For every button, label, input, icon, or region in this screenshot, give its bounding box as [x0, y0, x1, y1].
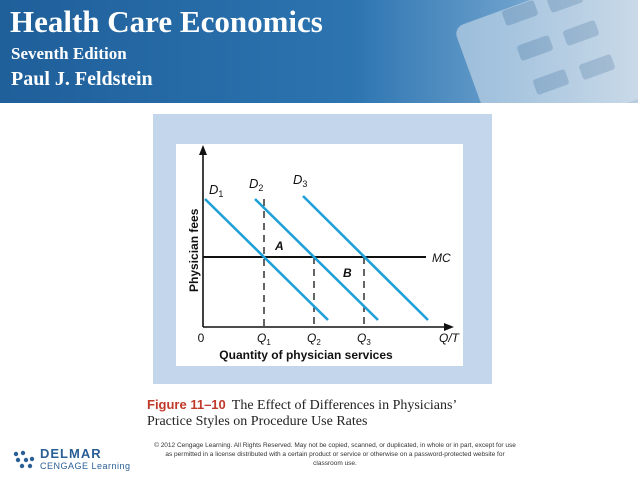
- q1-letter: Q: [257, 331, 266, 345]
- copyright-notice: © 2012 Cengage Learning. All Rights Rese…: [154, 442, 516, 467]
- publisher-name: DELMAR: [40, 446, 102, 461]
- publisher-subname: CENGAGE Learning: [40, 461, 131, 471]
- x-axis-arrow: [444, 323, 454, 331]
- d2-label: D2: [249, 176, 263, 193]
- q3-letter: Q: [357, 331, 366, 345]
- q3-subscript: 3: [366, 338, 371, 347]
- q1-label: Q1: [257, 331, 271, 347]
- figure-panel: Physician fees Quantity of physician ser…: [153, 114, 492, 384]
- publisher-logo-mark: [13, 450, 35, 469]
- x-axis-label: Quantity of physician services: [219, 348, 393, 362]
- q-per-t-label: Q/T: [439, 331, 461, 345]
- q2-label: Q2: [307, 331, 321, 347]
- q3-label: Q3: [357, 331, 371, 347]
- d2-letter: D: [249, 176, 258, 191]
- plot-area: [176, 144, 463, 366]
- area-label-a: A: [274, 239, 284, 253]
- y-axis-label: Physician fees: [187, 208, 201, 292]
- book-edition: Seventh Edition: [11, 44, 127, 63]
- q2-letter: Q: [307, 331, 316, 345]
- book-author: Paul J. Feldstein: [11, 68, 153, 90]
- demand-curve-d2: [254, 198, 379, 321]
- d3-letter: D: [293, 172, 302, 187]
- calculator-background-graphic: [456, 0, 638, 103]
- d3-label: D3: [293, 172, 307, 189]
- d2-subscript: 2: [258, 183, 263, 193]
- d3-subscript: 3: [302, 179, 307, 189]
- figure-caption-text: The Effect of Differences in Physicians’…: [147, 398, 457, 429]
- figure-caption: Figure 11–10 The Effect of Differences in…: [147, 397, 487, 430]
- publisher-logo: DELMAR CENGAGE Learning: [12, 446, 140, 474]
- d1-subscript: 1: [218, 189, 223, 199]
- d1-letter: D: [209, 182, 218, 197]
- origin-label: 0: [198, 331, 205, 345]
- book-title: Health Care Economics: [10, 4, 323, 39]
- y-axis-arrow: [199, 145, 207, 155]
- q2-subscript: 2: [316, 338, 321, 347]
- figure-number: Figure 11–10: [147, 397, 226, 412]
- title-banner: Health Care Economics Seventh Edition Pa…: [0, 0, 638, 103]
- d1-label: D1: [209, 182, 223, 199]
- demand-diagram: Physician fees Quantity of physician ser…: [176, 144, 463, 366]
- q1-subscript: 1: [266, 338, 271, 347]
- mc-label: MC: [432, 251, 451, 265]
- demand-curve-d1: [204, 198, 329, 321]
- demand-curve-d3: [302, 195, 429, 321]
- area-label-b: B: [343, 266, 352, 280]
